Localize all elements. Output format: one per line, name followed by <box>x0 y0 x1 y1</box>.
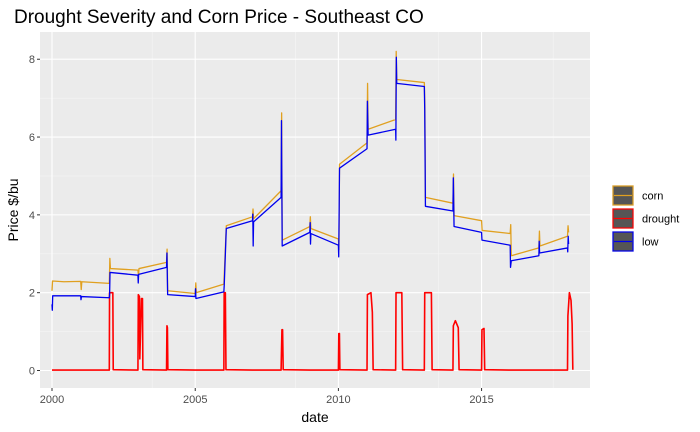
legend-label-drought: drought <box>642 214 679 226</box>
series-layer <box>51 50 574 371</box>
x-tick-label: 2015 <box>469 394 493 406</box>
chart-title: Drought Severity and Corn Price - Southe… <box>14 7 424 28</box>
series-line-drought <box>52 291 574 371</box>
y-tick-label: 8 <box>29 54 35 66</box>
y-tick-label: 4 <box>29 210 35 222</box>
y-axis-title: Price $/bu <box>5 178 21 241</box>
x-tick-label: 2010 <box>326 394 350 406</box>
y-tick-label: 6 <box>29 132 35 144</box>
x-tick-label: 2000 <box>40 394 64 406</box>
y-axis: 0 2 4 6 8 <box>29 54 40 377</box>
grid-minor <box>40 32 590 388</box>
series-line-low <box>51 56 570 311</box>
x-axis: 2000 2005 2010 2015 <box>40 388 494 406</box>
x-axis-title: date <box>301 409 328 425</box>
plot-panel <box>40 32 590 388</box>
legend-label-low: low <box>642 237 659 249</box>
series-line-corn <box>51 50 570 295</box>
y-tick-label: 0 <box>29 365 35 377</box>
legend-label-corn: corn <box>642 191 663 203</box>
y-tick-label: 2 <box>29 288 35 300</box>
x-tick-label: 2005 <box>183 394 207 406</box>
legend: corn drought low <box>612 185 679 252</box>
